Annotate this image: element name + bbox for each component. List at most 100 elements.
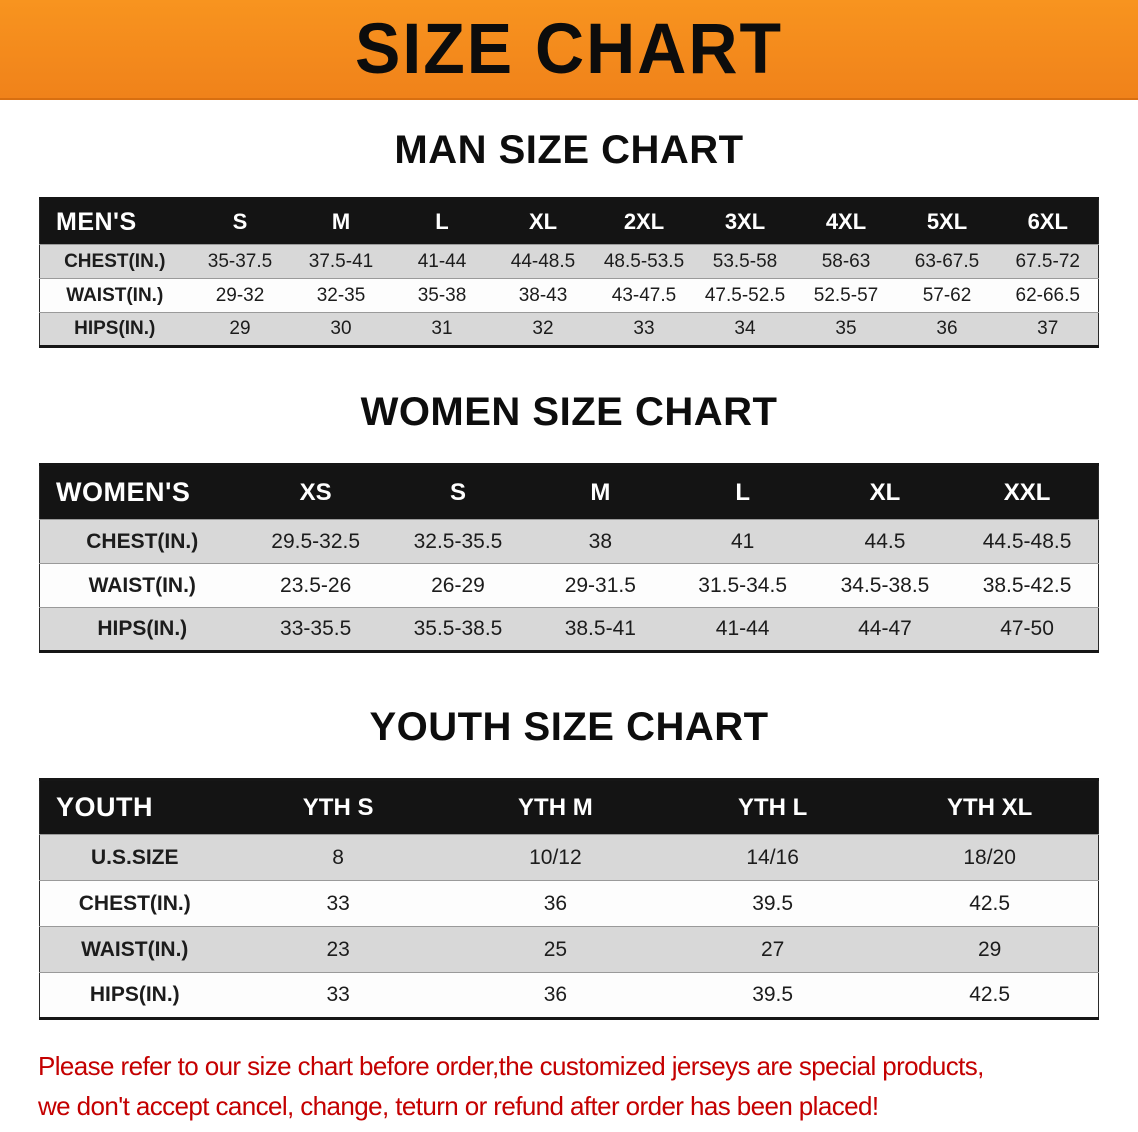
- size-column-header: M: [331, 209, 351, 234]
- measurement-value: 35: [795, 312, 897, 347]
- measurement-value: 44.5: [813, 519, 957, 564]
- measurement-value: 32-35: [290, 278, 392, 313]
- measurement-value: 41: [671, 519, 814, 564]
- measurement-value: 31.5-34.5: [671, 563, 814, 608]
- measurement-value: 25: [446, 926, 664, 973]
- measurement-row: CHEST(IN.) 29.5-32.5 32.5-35.5 38 41 44.5 44.5…: [39, 519, 1099, 564]
- measurement-value: 35.5-38.5: [386, 607, 530, 652]
- measurement-label: HIPS(IN.): [39, 972, 230, 1019]
- measurement-value: 29: [881, 926, 1099, 973]
- measurement-value: 23: [229, 926, 447, 973]
- size-column-header: 5XL: [926, 209, 968, 234]
- measurement-value: 29-31.5: [529, 563, 672, 608]
- measurement-value: 47-50: [956, 607, 1099, 652]
- measurement-value: 14/16: [664, 834, 882, 881]
- measurement-label: HIPS(IN.): [39, 607, 245, 652]
- measurement-row: HIPS(IN.) 33-35.5 35.5-38.5 38.5-41 41-44 44-…: [39, 607, 1099, 652]
- men-section-heading: MAN SIZE CHART: [394, 128, 744, 172]
- banner: SIZE CHART: [0, 0, 1138, 100]
- size-column-header: YTH XL: [946, 793, 1033, 821]
- measurement-value: 29.5-32.5: [244, 519, 387, 564]
- measurement-value: 29: [189, 312, 291, 347]
- measurement-value: 32.5-35.5: [386, 519, 530, 564]
- table-header-row: WOMEN'S XS S M L XL XXL: [39, 464, 1099, 520]
- page-title: SIZE CHART: [355, 9, 783, 89]
- measurement-value: 33: [593, 312, 695, 347]
- measurement-value: 29-32: [189, 278, 291, 313]
- table-title-cell: MEN'S: [56, 207, 137, 236]
- disclaimer-line-2: we don't accept cancel, change, teturn o…: [38, 1090, 879, 1121]
- size-column-header: 2XL: [623, 209, 665, 234]
- youth-section-heading: YOUTH SIZE CHART: [369, 705, 769, 749]
- size-column-header: XS: [299, 478, 332, 506]
- table-header-row: YOUTH YTH S YTH M YTH L YTH XL: [39, 779, 1099, 835]
- measurement-value: 8: [229, 834, 447, 881]
- measurement-value: 41-44: [671, 607, 814, 652]
- measurement-value: 44-48.5: [492, 244, 594, 279]
- measurement-label: WAIST(IN.): [39, 926, 230, 973]
- measurement-value: 32: [492, 312, 594, 347]
- measurement-value: 41-44: [391, 244, 493, 279]
- size-column-header: YTH L: [737, 793, 808, 821]
- measurement-value: 67.5-72: [997, 244, 1099, 279]
- measurement-row: U.S.SIZE 8 10/12 14/16 18/20: [39, 834, 1099, 881]
- measurement-label: CHEST(IN.): [39, 880, 230, 927]
- measurement-value: 43-47.5: [593, 278, 695, 313]
- measurement-row: HIPS(IN.) 29 30 31 32 33 34 35 36 37: [39, 312, 1099, 347]
- measurement-value: 34: [694, 312, 796, 347]
- table-header-row: MEN'S S M L XL 2XL 3XL 4XL 5XL 6XL: [39, 198, 1099, 245]
- size-column-header: YTH S: [302, 793, 374, 821]
- measurement-value: 39.5: [664, 972, 882, 1019]
- disclaimer-line-1: Please refer to our size chart before or…: [38, 1051, 984, 1081]
- measurement-label: WAIST(IN.): [39, 278, 190, 313]
- size-column-header: S: [232, 209, 248, 234]
- measurement-value: 37: [997, 312, 1099, 347]
- measurement-row: HIPS(IN.) 33 36 39.5 42.5: [39, 972, 1099, 1019]
- size-column-header: L: [735, 478, 750, 506]
- measurement-row: CHEST(IN.) 35-37.5 37.5-41 41-44 44-48.5 48.5…: [39, 244, 1099, 279]
- measurement-label: U.S.SIZE: [39, 834, 230, 881]
- women-section-heading: WOMEN SIZE CHART: [360, 390, 778, 434]
- size-column-header: 4XL: [825, 209, 867, 234]
- women-size-table: WOMEN'S XS S M L XL XXL CHEST(IN.) 29.5-32.5 32.5…: [39, 463, 1099, 653]
- youth-size-table: YOUTH YTH S YTH M YTH L YTH XL U.S.SIZE 8 10/12…: [39, 778, 1099, 1020]
- table-title-cell: YOUTH: [56, 792, 153, 822]
- measurement-value: 38-43: [492, 278, 594, 313]
- measurement-value: 42.5: [881, 972, 1099, 1019]
- size-column-header: YTH M: [518, 793, 593, 821]
- size-column-header: 6XL: [1027, 209, 1068, 234]
- measurement-value: 53.5-58: [694, 244, 796, 279]
- size-column-header: XXL: [1003, 478, 1051, 506]
- size-column-header: M: [590, 478, 611, 506]
- measurement-value: 33-35.5: [244, 607, 387, 652]
- measurement-value: 36: [896, 312, 998, 347]
- measurement-value: 35-38: [391, 278, 493, 313]
- measurement-value: 47.5-52.5: [694, 278, 796, 313]
- measurement-value: 48.5-53.5: [593, 244, 695, 279]
- measurement-value: 38.5-41: [529, 607, 672, 652]
- disclaimer: Please refer to our size chart before or…: [0, 1048, 1138, 1125]
- size-column-header: XL: [869, 478, 901, 506]
- measurement-value: 44.5-48.5: [956, 519, 1099, 564]
- measurement-value: 57-62: [896, 278, 998, 313]
- measurement-label: HIPS(IN.): [39, 312, 190, 347]
- measurement-value: 62-66.5: [997, 278, 1099, 313]
- measurement-value: 38.5-42.5: [956, 563, 1099, 608]
- measurement-value: 26-29: [386, 563, 530, 608]
- size-column-header: 3XL: [724, 209, 766, 234]
- youth-size-section: YOUTH SIZE CHART YOUTH YTH S YTH M YTH L YTH…: [0, 705, 1138, 1020]
- measurement-value: 42.5: [881, 880, 1099, 927]
- measurement-label: CHEST(IN.): [39, 519, 245, 564]
- measurement-label: CHEST(IN.): [39, 244, 190, 279]
- measurement-row: WAIST(IN.) 23 25 27 29: [39, 926, 1099, 973]
- measurement-row: CHEST(IN.) 33 36 39.5 42.5: [39, 880, 1099, 927]
- measurement-value: 33: [229, 972, 447, 1019]
- measurement-value: 44-47: [813, 607, 957, 652]
- measurement-value: 35-37.5: [189, 244, 291, 279]
- women-size-section: WOMEN SIZE CHART WOMEN'S XS S M L XL XXL CHEST(…: [0, 390, 1138, 653]
- size-column-header: S: [449, 478, 466, 506]
- measurement-value: 52.5-57: [795, 278, 897, 313]
- measurement-value: 10/12: [446, 834, 664, 881]
- measurement-label: WAIST(IN.): [39, 563, 245, 608]
